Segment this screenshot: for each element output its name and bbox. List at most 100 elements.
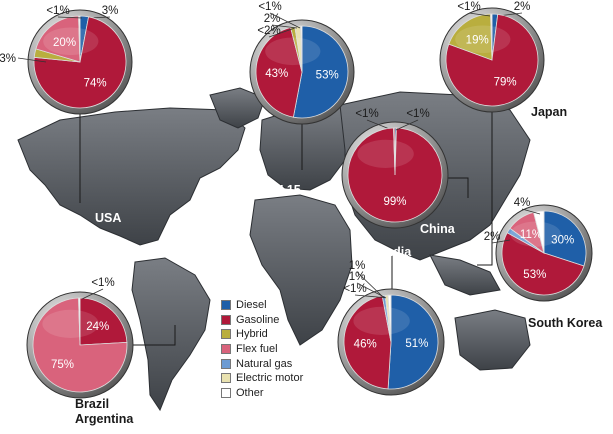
pie-charts: 3%74%3%20%<1%53%43%<2%2%<1% 2%79%19%<1%<1…: [0, 1, 593, 399]
data-label: 2%: [514, 1, 531, 13]
legend-label: Hybrid: [236, 328, 268, 341]
data-label: 19%: [466, 34, 489, 46]
legend-label: Natural gas: [236, 357, 293, 370]
legend-label: Flex fuel: [236, 343, 278, 356]
data-label: 53%: [316, 69, 339, 81]
data-label: 51%: [405, 338, 428, 350]
leader-line: [356, 271, 385, 299]
legend-swatch: [221, 387, 231, 398]
legend-item: Flex fuel: [221, 342, 303, 357]
africa-shape: [249, 194, 353, 346]
pie-slice: [387, 294, 439, 390]
pie-gloss: [510, 221, 561, 247]
data-label: 53%: [523, 269, 546, 281]
leader-line: [395, 119, 419, 131]
data-label: 46%: [354, 339, 377, 351]
leader-line: [269, 12, 301, 29]
pie-chart: 51%46%<1%1%1%: [337, 260, 445, 396]
legend-item: Other: [221, 386, 303, 401]
legend-swatch: [221, 373, 231, 384]
legend-item: Diesel: [221, 298, 303, 313]
pie-gloss: [42, 309, 99, 338]
region-label-eu: EU 15: [266, 183, 301, 197]
pie-gloss: [357, 139, 414, 168]
data-label: <1%: [91, 277, 114, 289]
southeast-asia-shape: [429, 254, 501, 296]
leader-line: [354, 294, 389, 299]
australia-shape: [454, 309, 531, 371]
pie-slice: [79, 297, 128, 346]
region-label-argentina: Argentina: [75, 412, 134, 426]
region-label-brazil-argentina: Brazil Argentina: [75, 397, 134, 426]
legend-swatch: [221, 358, 231, 369]
data-label: 11%: [520, 229, 542, 241]
pie-slice: [347, 127, 443, 223]
region-label-china: China: [420, 222, 456, 236]
leader-line: [491, 239, 511, 244]
pie-slice: [543, 210, 587, 267]
pie-chart: 24% 75% <1%: [26, 277, 134, 399]
data-label: <1%: [406, 108, 429, 120]
data-label: 79%: [494, 77, 517, 89]
data-label: 30%: [551, 234, 574, 246]
pie-chart: 2% 79% 19% <1%: [439, 1, 545, 113]
pie-slice: [255, 26, 303, 118]
pie-slice: [490, 13, 493, 61]
pie-slice: [78, 15, 81, 63]
pie-gloss: [455, 25, 511, 54]
pie-gloss: [43, 27, 99, 56]
pie-chart: <1% 99% <1%: [341, 108, 449, 229]
pie-slice: [448, 13, 493, 61]
leader-line: [268, 27, 296, 38]
region-label-india: India: [382, 245, 412, 259]
pie-chart: 30% 53% 2% 11% 4%: [484, 197, 593, 302]
data-label: <1%: [258, 1, 281, 13]
south-america-shape: [131, 257, 211, 412]
data-label: 2%: [484, 231, 501, 243]
pie-slice: [501, 232, 585, 296]
data-label: <1%: [355, 108, 378, 120]
legend-label: Electric motor: [236, 372, 304, 385]
region-labels: USA EU 15 Japan China South Korea India …: [75, 105, 603, 426]
pie-slice: [393, 127, 396, 176]
data-label: <1%: [46, 5, 69, 17]
region-label-south-korea: South Korea: [528, 316, 603, 330]
leader-line: [468, 12, 491, 17]
data-label: 3%: [0, 53, 16, 65]
connector-china: [442, 177, 469, 198]
pie-gloss: [353, 306, 410, 335]
data-label: <1%: [457, 1, 480, 13]
data-label: 2%: [264, 13, 281, 25]
pie-chart: 3% 74% 3% 20% <1%: [0, 5, 133, 115]
region-label-japan: Japan: [531, 105, 567, 119]
data-label: 99%: [383, 196, 406, 208]
legend-label: Gasoline: [236, 313, 280, 326]
legend-label: Other: [236, 386, 264, 399]
legend-item: Electric motor: [221, 371, 303, 386]
data-label: 75%: [51, 359, 74, 371]
data-label: 3%: [102, 5, 119, 17]
data-label: <1%: [343, 283, 366, 295]
leader-line: [57, 16, 83, 19]
leader-line: [81, 288, 104, 300]
pie-slice: [300, 25, 303, 73]
pie-slice: [343, 295, 392, 390]
leader-line: [17, 57, 47, 63]
data-label: 1%: [349, 260, 366, 272]
data-label: 4%: [514, 197, 531, 209]
legend-item: Gasoline: [221, 313, 303, 328]
legend-label: Diesel: [236, 299, 267, 312]
legend-swatch: [221, 329, 231, 340]
legend-swatch: [221, 314, 231, 325]
legend-swatch: [221, 344, 231, 355]
legend-item: Natural gas: [221, 356, 303, 371]
data-label: 24%: [86, 321, 109, 333]
data-label: <2%: [257, 25, 280, 37]
leader-line: [521, 208, 541, 215]
pie-slice: [387, 294, 392, 343]
region-label-usa: USA: [95, 211, 121, 225]
region-label-brazil: Brazil: [75, 397, 109, 411]
pie-gloss: [265, 37, 321, 66]
